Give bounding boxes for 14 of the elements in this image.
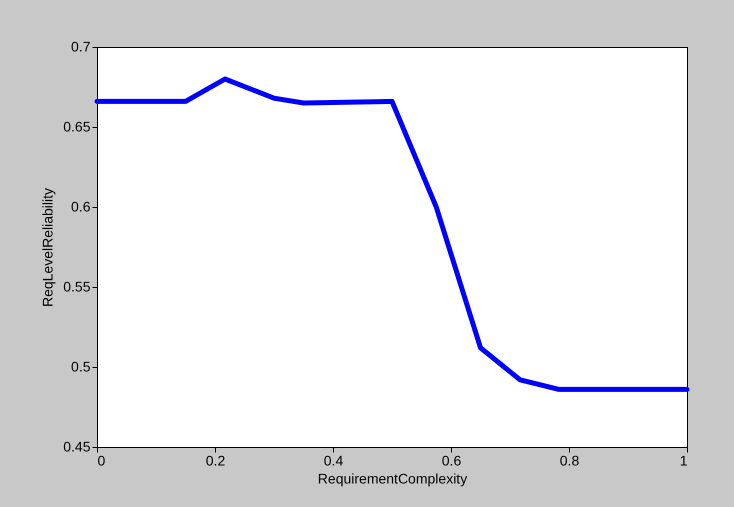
- y-tick-label: 0.6: [71, 198, 91, 214]
- y-tick-label: 0.45: [63, 438, 91, 454]
- y-tick-label: 0.55: [63, 278, 91, 294]
- x-tick-label: 0.4: [324, 452, 344, 468]
- x-axis-title: RequirementComplexity: [318, 470, 468, 486]
- x-tick-label: 0.2: [206, 452, 226, 468]
- y-tick-label: 0.65: [63, 118, 91, 134]
- x-tick-label: 1: [680, 452, 688, 468]
- x-tick-label: 0: [98, 452, 106, 468]
- x-tick-label: 0.6: [442, 452, 462, 468]
- y-tick-label: 0.7: [71, 38, 91, 54]
- y-tick-label: 0.5: [71, 358, 91, 374]
- y-axis-title: ReqLevelReliability: [39, 188, 56, 308]
- x-tick-label: 0.8: [560, 452, 580, 468]
